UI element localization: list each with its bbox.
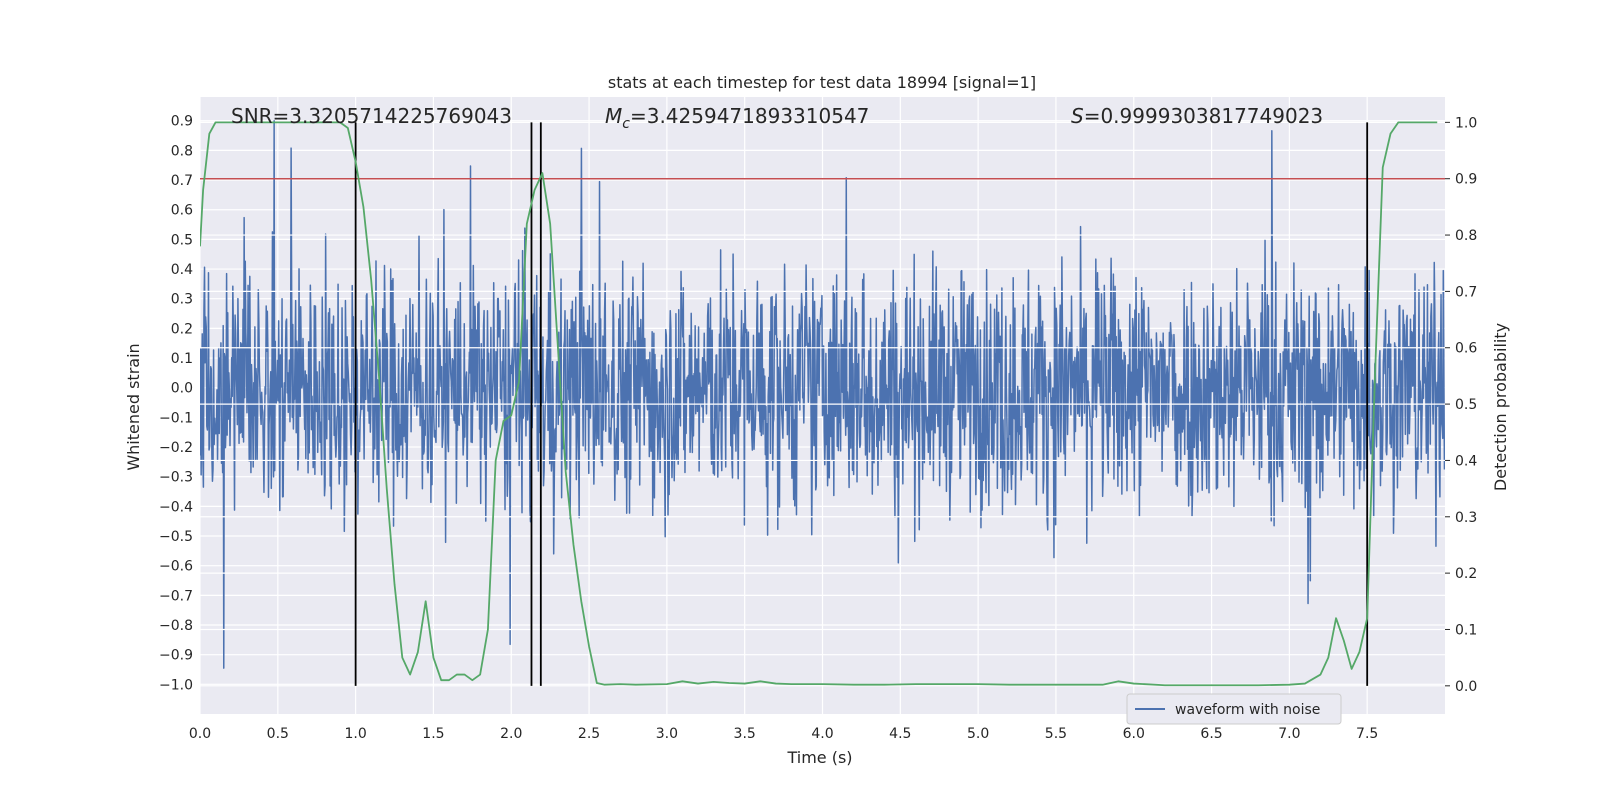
probability-line bbox=[200, 121, 1438, 687]
y-tick-label: −0.5 bbox=[159, 529, 193, 545]
y-tick-label: −0.6 bbox=[159, 559, 193, 575]
y-right-tick-label: 0.5 bbox=[1455, 397, 1477, 413]
y-tick-label: −0.3 bbox=[159, 470, 193, 486]
x-tick-label: 0.0 bbox=[189, 726, 211, 742]
y-tick-label: 0.5 bbox=[171, 232, 193, 248]
significance-value: =0.9999303817749023 bbox=[1084, 104, 1323, 128]
y-right-tick-label: 0.7 bbox=[1455, 284, 1477, 300]
y-tick-label: 0.9 bbox=[171, 114, 193, 130]
chirp-mass-value: =3.4259471893310547 bbox=[630, 104, 869, 128]
significance-symbol: S bbox=[1071, 104, 1084, 128]
x-tick-label: 2.5 bbox=[578, 726, 600, 742]
y-right-tick-label: 0.4 bbox=[1455, 453, 1477, 469]
y-tick-label: 0.1 bbox=[171, 351, 193, 367]
chirp-mass-symbol: M bbox=[605, 104, 622, 128]
x-tick-label: 6.0 bbox=[1123, 726, 1145, 742]
probability-series bbox=[200, 121, 1438, 687]
y-tick-label: 0.7 bbox=[171, 173, 193, 189]
y-right-tick-label: 0.3 bbox=[1455, 510, 1477, 526]
waveform-line bbox=[200, 119, 1445, 669]
y-axis-label: Whitened strain bbox=[124, 343, 143, 470]
x-tick-label: 1.5 bbox=[422, 726, 444, 742]
x-tick-label: 1.0 bbox=[344, 726, 366, 742]
x-tick-label: 5.0 bbox=[967, 726, 989, 742]
y-tick-label: −0.1 bbox=[159, 410, 193, 426]
event-vertical-lines bbox=[354, 122, 1369, 686]
y-tick-label: 0.2 bbox=[171, 321, 193, 337]
x-tick-label: 2.0 bbox=[500, 726, 522, 742]
y-right-axis-label: Detection probability bbox=[1491, 323, 1510, 491]
significance-annotation: S=0.9999303817749023 bbox=[1071, 104, 1323, 128]
x-tick-label: 5.5 bbox=[1045, 726, 1067, 742]
y-tick-label: −0.4 bbox=[159, 499, 193, 515]
y-tick-label: 0.3 bbox=[171, 292, 193, 308]
chart-title: stats at each timestep for test data 189… bbox=[608, 73, 1036, 92]
y-right-tick-labels: 1.0 0.9 0.8 0.7 0.6 0.5 0.4 0.3 0.2 0.1 0.0 bbox=[1445, 115, 1477, 695]
y-tick-label: −0.8 bbox=[159, 618, 193, 634]
y-right-tick-label: 0.8 bbox=[1455, 228, 1477, 244]
legend-box bbox=[1126, 693, 1342, 725]
x-tick-label: 4.0 bbox=[811, 726, 833, 742]
y-tick-label: −0.7 bbox=[159, 588, 193, 604]
x-tick-label: 3.5 bbox=[734, 726, 756, 742]
y-tick-label: −0.9 bbox=[159, 648, 193, 664]
x-tick-label: 7.5 bbox=[1356, 726, 1378, 742]
waveform-series bbox=[200, 119, 1445, 669]
x-tick-label: 7.0 bbox=[1278, 726, 1300, 742]
y-tick-label: −1.0 bbox=[159, 677, 193, 693]
x-tick-label: 4.5 bbox=[889, 726, 911, 742]
y-right-tick-label: 0.6 bbox=[1455, 341, 1477, 357]
y-right-tick-label: 0.0 bbox=[1455, 679, 1477, 695]
y-tick-label: −0.2 bbox=[159, 440, 193, 456]
x-tick-label: 0.5 bbox=[267, 726, 289, 742]
legend: waveform with noise bbox=[1126, 693, 1342, 725]
x-axis-label: Time (s) bbox=[786, 748, 852, 767]
x-tick-label: 6.5 bbox=[1200, 726, 1222, 742]
legend-label: waveform with noise bbox=[1175, 702, 1320, 718]
y-right-tick-label: 0.2 bbox=[1455, 566, 1477, 582]
x-tick-labels: 0.0 0.5 1.0 1.5 2.0 2.5 3.0 3.5 4.0 4.5 5.0 5.5 6.0 6… bbox=[189, 726, 1378, 742]
y-tick-labels: 0.9 0.8 0.7 0.6 0.5 0.4 0.3 0.2 0.1 0.0 −0.1 −0.2 −0… bbox=[159, 114, 193, 694]
snr-annotation: SNR=3.3205714225769043 bbox=[231, 104, 512, 128]
y-right-tick-label: 0.1 bbox=[1455, 622, 1477, 638]
y-tick-label: 0.8 bbox=[171, 143, 193, 159]
chirp-mass-annotation: Mc=3.4259471893310547 bbox=[605, 104, 869, 132]
chirp-mass-subscript: c bbox=[622, 116, 630, 132]
x-tick-label: 3.0 bbox=[656, 726, 678, 742]
y-tick-label: 0.6 bbox=[171, 203, 193, 219]
y-right-tick-label: 1.0 bbox=[1455, 115, 1477, 131]
y-right-tick-label: 0.9 bbox=[1455, 172, 1477, 188]
y-tick-label: 0.4 bbox=[171, 262, 193, 278]
y-tick-label: 0.0 bbox=[171, 381, 193, 397]
